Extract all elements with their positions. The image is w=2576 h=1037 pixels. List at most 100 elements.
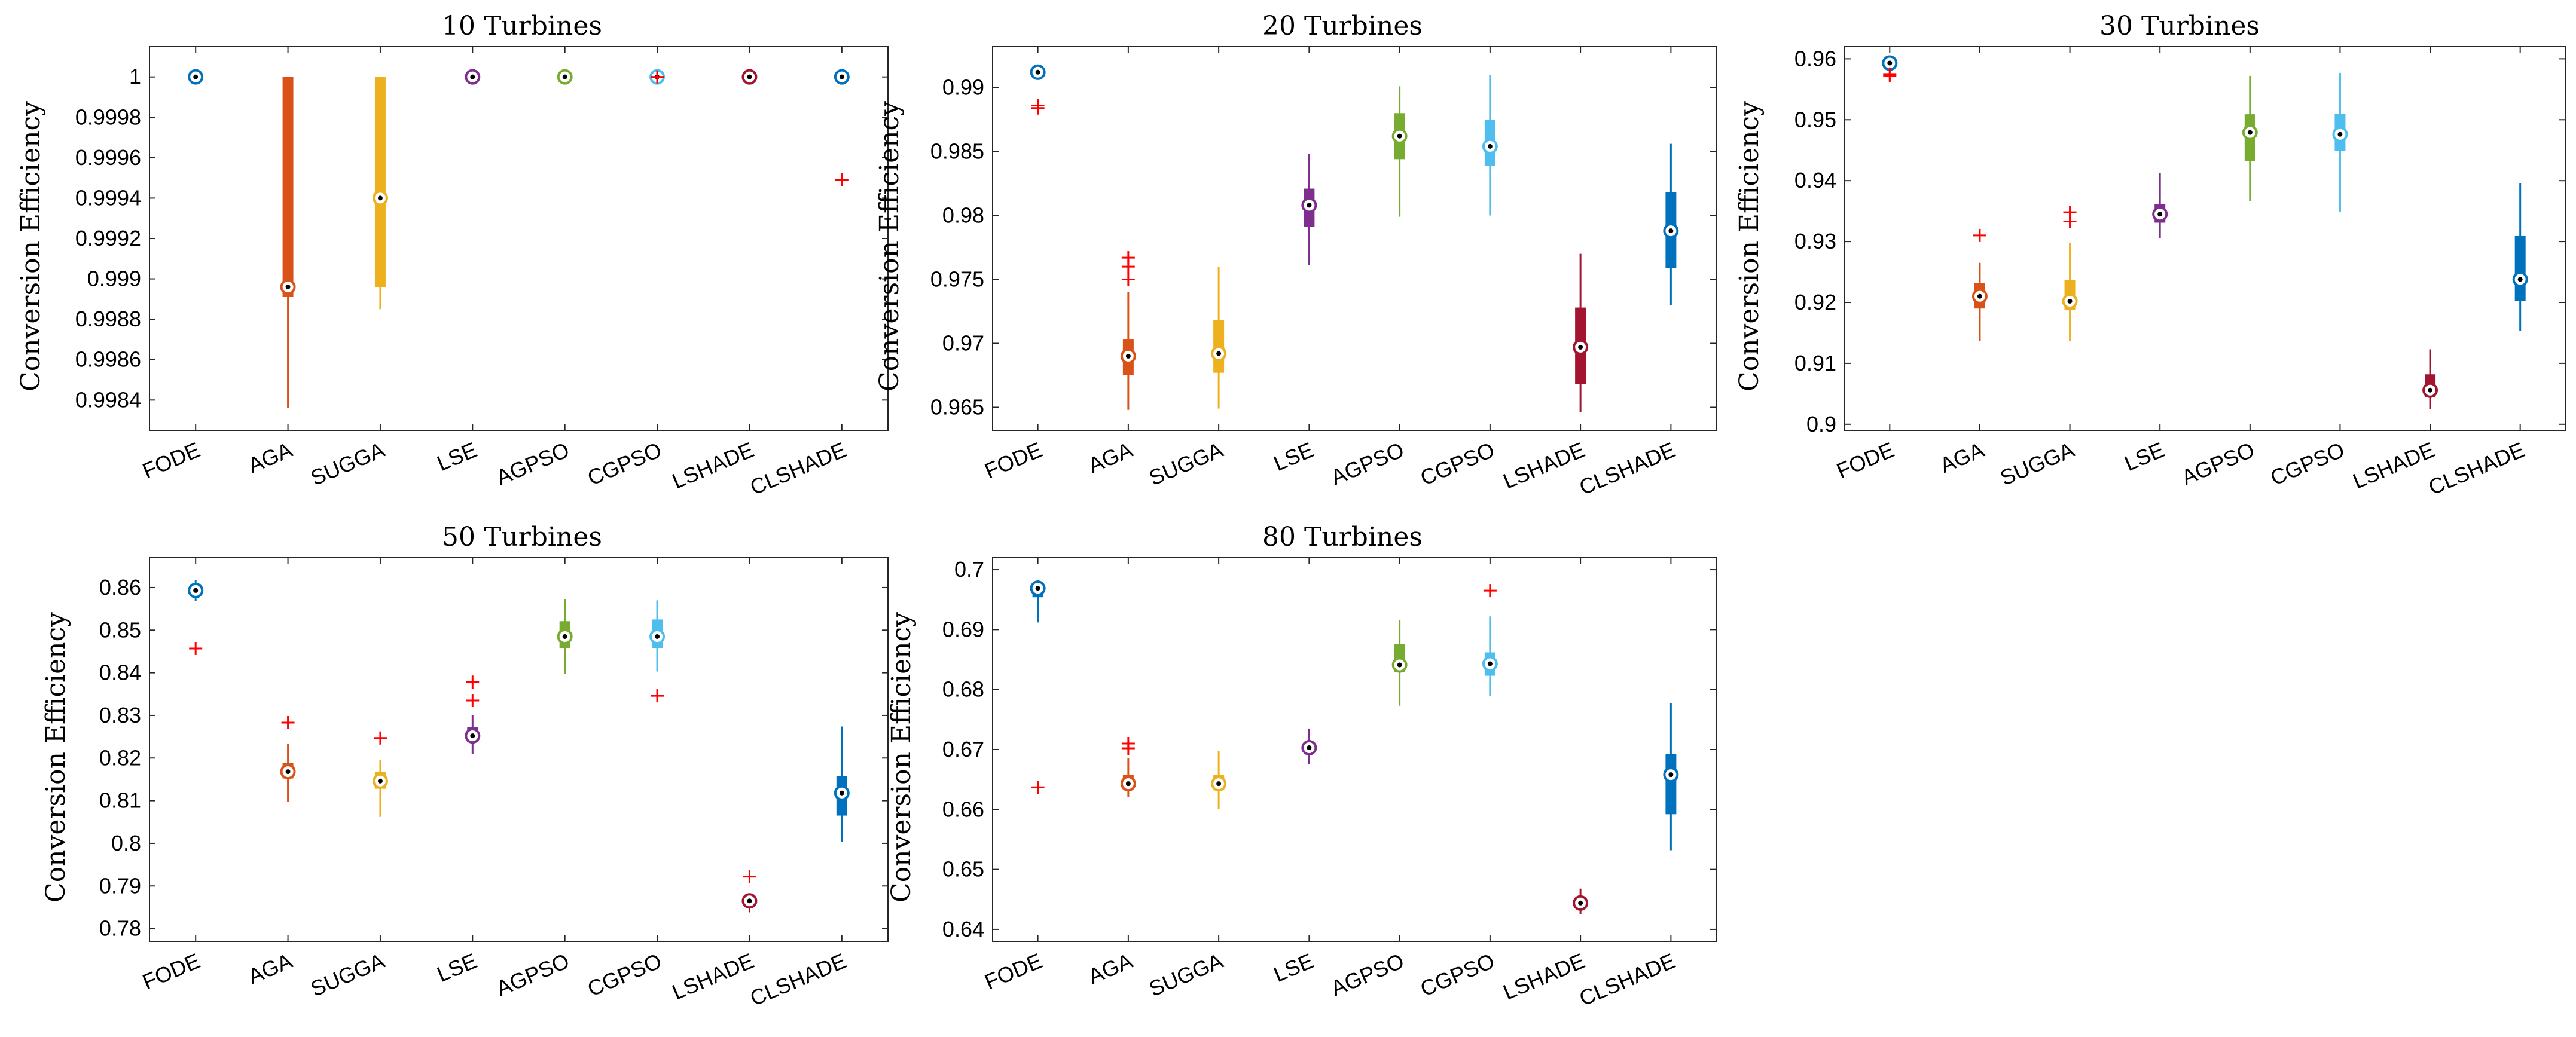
y-axis-label: Conversion Efficiency (1734, 101, 1765, 391)
median-dot-sugga (1216, 781, 1222, 787)
x-tick-label: AGPSO (2178, 438, 2258, 490)
x-tick-label: SUGGA (1146, 438, 1227, 491)
y-tick-label: 0.96 (1794, 46, 1836, 71)
y-axis-label: Conversion Efficiency (874, 101, 905, 391)
median-dot-lse (470, 733, 475, 739)
x-tick-label: AGA (1085, 949, 1136, 989)
x-tick-label: AGA (1085, 438, 1136, 478)
y-tick-label: 0.8 (111, 831, 141, 855)
y-tick-label: 0.81 (99, 788, 141, 813)
median-dot-agpso (1397, 662, 1402, 668)
x-tick-label: AGPSO (493, 949, 573, 1001)
median-dot-cgpso (1487, 661, 1493, 666)
x-tick-label: CLSHADE (1576, 949, 1679, 1011)
axes-frame (992, 46, 1717, 431)
x-tick-label: CLSHADE (746, 949, 850, 1011)
y-tick-label: 0.97 (942, 331, 984, 355)
x-tick-label: FODE (1833, 438, 1897, 484)
median-dot-fode (1035, 69, 1040, 75)
y-tick-label: 0.99 (942, 75, 984, 99)
median-dot-lshade (2428, 387, 2433, 393)
x-tick-label: CGPSO (584, 438, 665, 491)
chart-title: 20 Turbines (1262, 11, 1423, 41)
x-tick-label: AGPSO (1327, 438, 1408, 490)
subplot-50-turbines: 50 Turbines Conversion Efficiency 0.78 0.… (41, 522, 889, 1011)
y-tick-label: 0.98 (942, 203, 984, 227)
axes-frame (149, 46, 889, 431)
x-tick-label: LSHADE (1500, 438, 1589, 494)
x-tick-label: FODE (981, 438, 1046, 484)
median-dot-agpso (562, 74, 567, 79)
y-tick-label: 0.9994 (75, 185, 141, 210)
x-tick-label: FODE (981, 949, 1046, 995)
y-tick-label: 0.83 (99, 703, 141, 727)
y-tick-label: 0.985 (930, 139, 984, 163)
outlier-aga (1121, 736, 1135, 750)
axes-frame (992, 557, 1717, 942)
outlier-aga (281, 716, 295, 730)
outlier-fode (1031, 101, 1045, 115)
y-tick-label: 0.66 (942, 797, 984, 821)
x-tick-label: CGPSO (1417, 438, 1498, 491)
outlier-cgpso (1483, 584, 1497, 598)
x-tick-label: LSHADE (669, 949, 758, 1005)
outlier-lse (466, 693, 480, 707)
x-tick-label: LSE (434, 949, 481, 987)
x-tick-label: CGPSO (1417, 949, 1498, 1002)
median-dot-lshade (1578, 900, 1583, 906)
y-tick-label: 0.79 (99, 873, 141, 898)
y-tick-label: 0.9992 (75, 226, 141, 250)
x-tick-label: LSHADE (669, 438, 758, 494)
outlier-fode (1883, 69, 1897, 82)
x-tick-label: LSE (1270, 438, 1317, 476)
median-dot-lshade (747, 898, 752, 904)
x-tick-label: LSHADE (2349, 438, 2438, 494)
box-clshade (2514, 235, 2526, 301)
median-dot-aga (1125, 353, 1131, 359)
median-dot-sugga (377, 195, 383, 201)
outlier-aga (1973, 228, 1986, 242)
median-dot-clshade (839, 790, 844, 796)
y-tick-label: 0.85 (99, 617, 141, 642)
x-tick-label: LSHADE (1500, 949, 1589, 1005)
y-tick-label: 0.64 (942, 917, 984, 941)
y-tick-label: 0.9 (1806, 412, 1836, 436)
y-tick-label: 0.9988 (75, 307, 141, 331)
median-dot-fode (193, 74, 199, 79)
median-dot-agpso (2247, 130, 2253, 135)
outlier-lshade (743, 870, 756, 883)
y-tick-label: 0.9986 (75, 347, 141, 372)
x-tick-label: CGPSO (2267, 438, 2348, 491)
subplot-30-turbines: 30 Turbines Conversion Efficiency 0.9 0.9… (1734, 11, 2566, 500)
y-tick-label: 0.69 (942, 617, 984, 641)
y-axis-label: Conversion Efficiency (41, 612, 71, 903)
median-dot-aga (1125, 781, 1131, 787)
y-tick-label: 0.975 (930, 267, 984, 291)
y-tick-label: 0.999 (87, 267, 141, 291)
y-tick-label: 0.94 (1794, 168, 1836, 192)
y-tick-label: 0.65 (942, 857, 984, 882)
median-dot-clshade (839, 74, 844, 79)
y-tick-label: 0.965 (930, 394, 984, 419)
y-axis-label: Conversion Efficiency (16, 101, 46, 391)
box-aga (282, 77, 294, 297)
y-tick-label: 0.86 (99, 575, 141, 599)
x-tick-label: AGA (245, 949, 296, 989)
y-axis-label: Conversion Efficiency (886, 612, 917, 903)
x-tick-label: SUGGA (1146, 949, 1227, 1002)
chart-title: 10 Turbines (442, 11, 602, 41)
x-tick-label: CGPSO (584, 949, 665, 1002)
x-tick-label: AGA (245, 438, 296, 478)
y-tick-label: 0.92 (1794, 290, 1836, 314)
x-tick-label: AGPSO (493, 438, 573, 490)
y-tick-label: 1 (129, 65, 141, 89)
outlier-fode (1031, 781, 1045, 794)
y-tick-label: 0.84 (99, 660, 141, 685)
outlier-sugga (2063, 206, 2077, 219)
y-tick-label: 0.68 (942, 677, 984, 702)
outlier-fode (189, 641, 203, 655)
median-dot-lshade (1578, 344, 1583, 350)
median-dot-lse (2157, 212, 2163, 217)
y-tick-label: 0.9996 (75, 145, 141, 170)
